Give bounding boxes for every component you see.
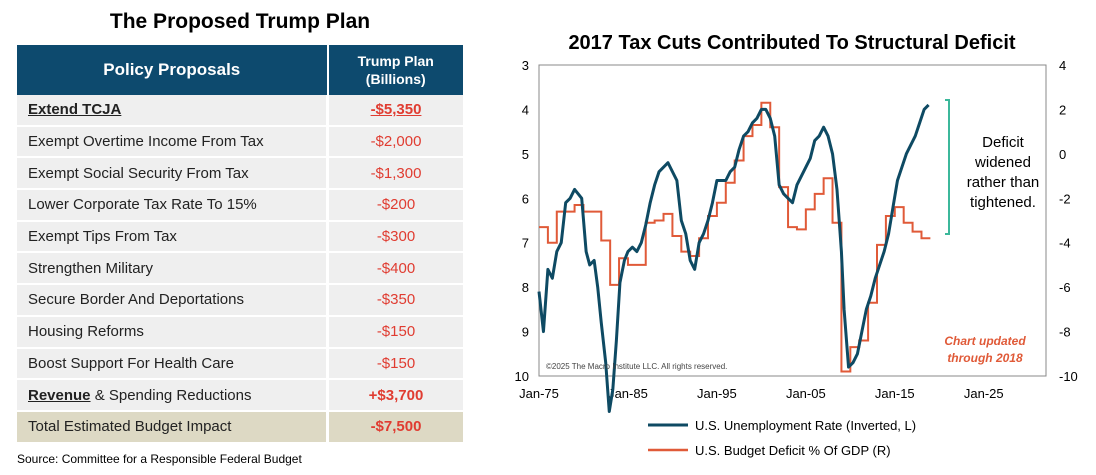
row-label: Strengthen Military <box>17 252 328 286</box>
revenue-label: Revenue & Spending Reductions <box>17 379 328 412</box>
revenue-value: +$3,700 <box>326 379 463 412</box>
row-value: -$150 <box>326 315 463 349</box>
policy-table: Policy Proposals Trump Plan (Billions) E… <box>17 45 463 444</box>
row-label: Lower Corporate Tax Rate To 15% <box>17 189 328 222</box>
header-plan-line1: Trump Plan <box>357 53 434 69</box>
row-label: Housing Reforms <box>17 315 328 349</box>
row-label: Exempt Overtime Income From Tax <box>17 125 328 159</box>
x-tick-label: Jan-75 <box>519 386 559 401</box>
table-row: Secure Border And Deportations -$350 <box>17 284 463 317</box>
annotation-bracket <box>945 99 950 235</box>
table-row: Exempt Social Security From Tax -$1,300 <box>17 157 463 191</box>
y-right-tick-label: 4 <box>1059 58 1066 73</box>
table-row: Exempt Tips From Tax -$300 <box>17 220 463 254</box>
y-left-tick-label: 6 <box>522 191 529 206</box>
y-right-tick-label: -2 <box>1059 191 1071 206</box>
y-right-tick-label: 0 <box>1059 147 1066 162</box>
table-header-row: Policy Proposals Trump Plan (Billions) <box>17 45 463 95</box>
legend-label-unemployment: U.S. Unemployment Rate (Inverted, L) <box>695 418 916 433</box>
row-label: Extend TCJA <box>17 95 328 127</box>
x-tick-label: Jan-95 <box>697 386 737 401</box>
y-left-tick-label: 5 <box>522 147 529 162</box>
table-row: Housing Reforms -$150 <box>17 315 463 349</box>
y-right-tick-label: -6 <box>1059 280 1071 295</box>
table-row: Exempt Overtime Income From Tax -$2,000 <box>17 125 463 159</box>
table-row: Lower Corporate Tax Rate To 15% -$200 <box>17 189 463 222</box>
row-label: Secure Border And Deportations <box>17 284 328 317</box>
row-label: Boost Support For Health Care <box>17 347 328 381</box>
y-left-tick-label: 3 <box>522 58 529 73</box>
row-value: -$5,350 <box>326 95 463 127</box>
series-line-unemployment <box>537 103 930 414</box>
revenue-label-bold: Revenue <box>28 386 91 404</box>
row-value: -$400 <box>326 252 463 286</box>
row-label: Exempt Tips From Tax <box>17 220 328 254</box>
row-value: -$1,300 <box>326 157 463 191</box>
header-trump-plan: Trump Plan (Billions) <box>327 45 463 95</box>
table-row: Boost Support For Health Care -$150 <box>17 347 463 381</box>
y-left-tick-label: 9 <box>522 325 529 340</box>
x-tick-label: Jan-25 <box>964 386 1004 401</box>
total-row: Total Estimated Budget Impact -$7,500 <box>17 410 463 444</box>
legend-label-budget-deficit: U.S. Budget Deficit % Of GDP (R) <box>695 443 891 458</box>
y-left-tick-label: 7 <box>522 236 529 251</box>
table-row: Strengthen Military -$400 <box>17 252 463 286</box>
x-tick-label: Jan-85 <box>608 386 648 401</box>
revenue-row: Revenue & Spending Reductions +$3,700 <box>17 379 463 412</box>
source-note: Source: Committee for a Responsible Fede… <box>17 452 302 466</box>
annotation-text: rather than <box>967 174 1040 191</box>
annotation-text: widened <box>974 154 1031 171</box>
total-label: Total Estimated Budget Impact <box>17 410 328 444</box>
y-right-tick-label: -10 <box>1059 369 1078 384</box>
copyright-text: ©2025 The Macro Institute LLC. All right… <box>546 362 727 371</box>
header-policy-proposals: Policy Proposals <box>17 45 329 95</box>
plot-frame <box>538 64 1047 377</box>
revenue-label-rest: & Spending Reductions <box>90 386 252 404</box>
y-left-tick-label: 4 <box>522 102 529 117</box>
row-value: -$200 <box>326 189 463 222</box>
x-tick-label: Jan-15 <box>875 386 915 401</box>
row-value: -$2,000 <box>326 125 463 159</box>
y-right-tick-label: -4 <box>1059 236 1071 251</box>
y-right-tick-label: -8 <box>1059 325 1071 340</box>
row-label: Exempt Social Security From Tax <box>17 157 328 191</box>
annotation-text: Deficit <box>982 134 1025 151</box>
y-right-tick-label: 2 <box>1059 102 1066 117</box>
row-value: -$350 <box>326 284 463 317</box>
y-left-tick-label: 8 <box>522 280 529 295</box>
y-left-tick-label: 10 <box>515 369 529 384</box>
table-row: Extend TCJA -$5,350 <box>17 95 463 127</box>
chart-title: 2017 Tax Cuts Contributed To Structural … <box>568 32 1016 54</box>
row-value: -$300 <box>326 220 463 254</box>
x-tick-label: Jan-05 <box>786 386 826 401</box>
total-value: -$7,500 <box>326 410 463 444</box>
header-plan-line2: (Billions) <box>365 71 426 87</box>
series-line-budget-deficit <box>539 101 931 373</box>
row-value: -$150 <box>326 347 463 381</box>
chart-updated-note: Chart updated <box>944 334 1026 348</box>
chart-updated-note: through 2018 <box>947 351 1023 365</box>
annotation-text: tightened. <box>970 194 1036 211</box>
table-title: The Proposed Trump Plan <box>109 10 371 33</box>
